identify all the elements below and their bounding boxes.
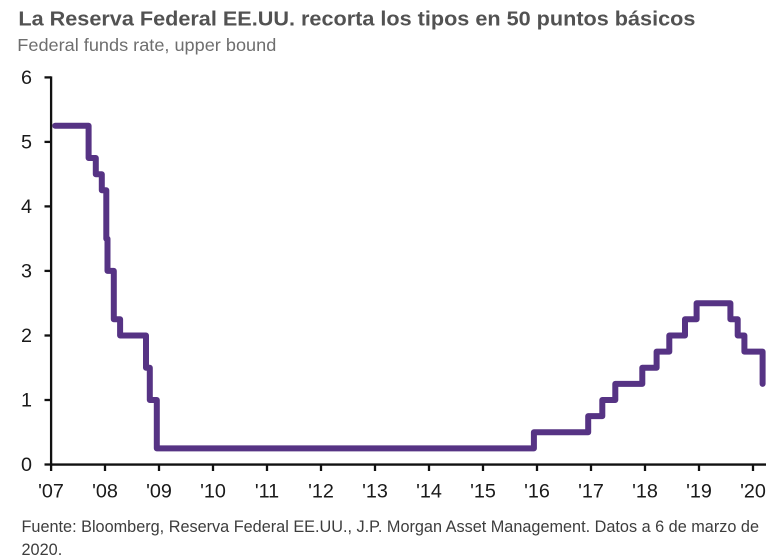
svg-text:'14: '14 [416, 480, 442, 502]
svg-text:'17: '17 [578, 480, 604, 502]
svg-text:3: 3 [21, 260, 32, 282]
svg-text:4: 4 [21, 196, 32, 218]
svg-text:'16: '16 [524, 480, 550, 502]
svg-text:6: 6 [21, 67, 32, 89]
svg-text:Federal funds rate, upper boun: Federal funds rate, upper bound [17, 35, 276, 55]
svg-text:Fuente: Bloomberg, Reserva Fed: Fuente: Bloomberg, Reserva Federal EE.UU… [22, 518, 760, 536]
svg-text:2: 2 [21, 325, 32, 347]
svg-text:'15: '15 [470, 480, 496, 502]
svg-text:'18: '18 [632, 480, 658, 502]
svg-text:5: 5 [21, 131, 32, 153]
svg-text:2020.: 2020. [22, 541, 63, 559]
svg-text:'11: '11 [255, 480, 279, 502]
svg-text:'12: '12 [308, 480, 334, 502]
svg-text:'10: '10 [200, 480, 226, 502]
svg-text:'19: '19 [686, 480, 712, 502]
svg-text:'13: '13 [362, 480, 388, 502]
svg-text:1: 1 [21, 390, 32, 412]
svg-text:'08: '08 [92, 480, 118, 502]
svg-text:'20: '20 [740, 480, 766, 502]
svg-text:'09: '09 [146, 480, 172, 502]
svg-text:0: 0 [21, 454, 32, 476]
svg-text:La Reserva Federal EE.UU. reco: La Reserva Federal EE.UU. recorta los ti… [18, 7, 695, 30]
svg-text:'07: '07 [38, 480, 64, 502]
